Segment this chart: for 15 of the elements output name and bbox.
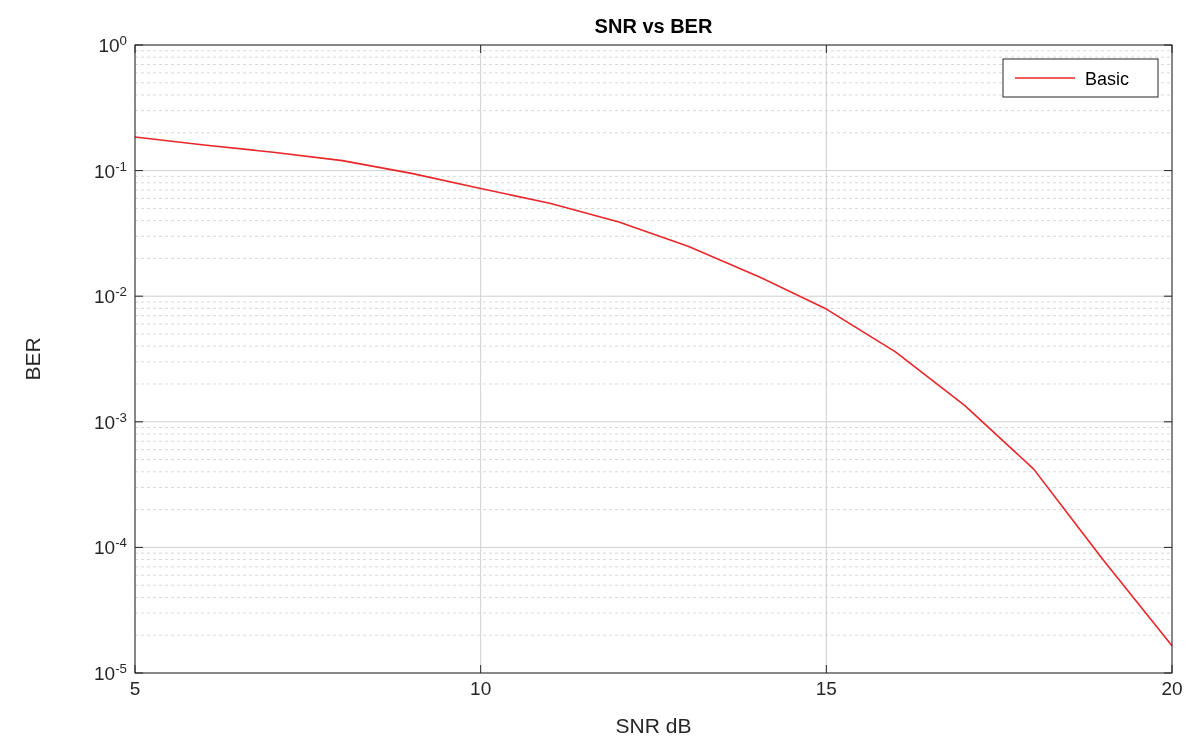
x-tick-label: 5 [129, 678, 141, 699]
y-tick-label: 10$^{0}$ [98, 32, 127, 56]
x-tick-label: 15 [815, 678, 837, 699]
y-tick-label: 10$^{-4}$ [94, 534, 127, 559]
x-tick-label: 10 [470, 678, 492, 699]
chart-title: SNR vs BER [594, 15, 713, 37]
line-series [134, 136, 1173, 647]
x-axis-title: SNR dB [615, 714, 692, 737]
y-tick-label: 10$^{-1}$ [94, 158, 127, 182]
legend-label: Basic [1085, 69, 1130, 89]
y-tick-label: 10$^{-5}$ [94, 660, 127, 684]
y-axis-title: BER [21, 337, 44, 381]
y-tick-label: 10$^{-2}$ [94, 283, 127, 308]
y-tick-label: 10$^{-3}$ [94, 409, 127, 433]
x-tick-label: 20 [1161, 678, 1183, 699]
